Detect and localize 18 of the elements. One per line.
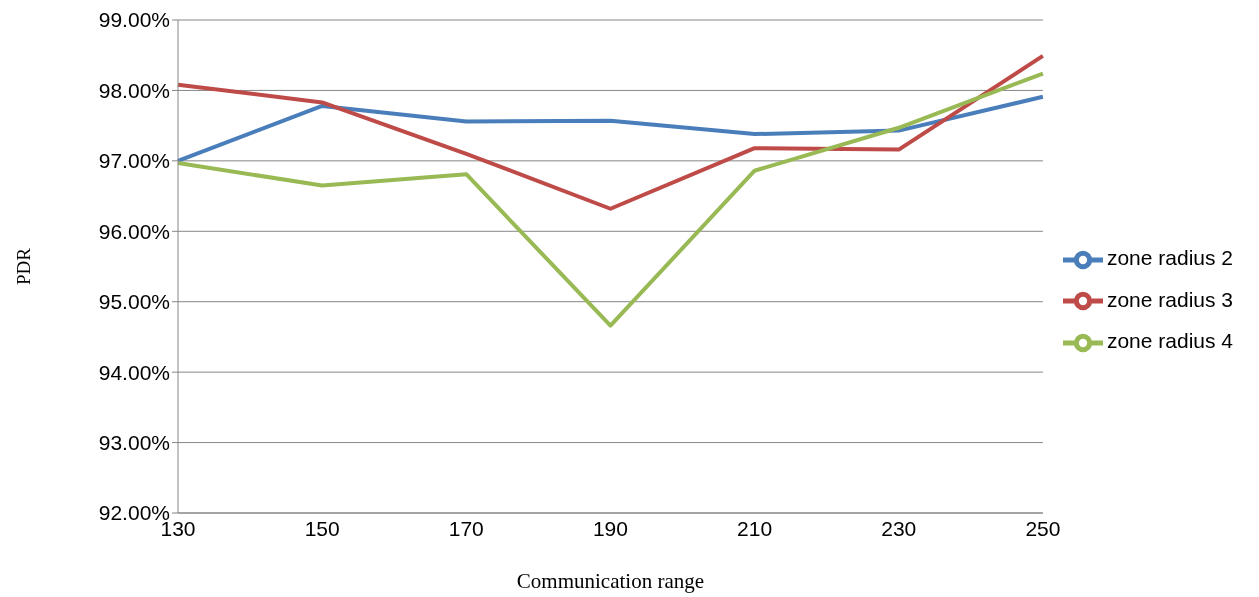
y-tick-label: 97.00% <box>98 149 170 173</box>
legend-label: zone radius 4 <box>1106 329 1233 353</box>
y-tick-label: 96.00% <box>98 219 170 243</box>
x-tick-label: 190 <box>592 516 628 540</box>
y-tick-label: 95.00% <box>98 290 170 314</box>
x-tick-label: 150 <box>304 516 340 540</box>
y-tick-label: 99.00% <box>98 8 170 32</box>
x-axis-title: Communication range <box>516 568 705 593</box>
x-tick-label: 170 <box>448 516 484 540</box>
legend-label: zone radius 3 <box>1106 287 1233 311</box>
y-tick-label: 98.00% <box>98 78 170 102</box>
x-tick-label: 230 <box>881 516 917 540</box>
x-tick-label: 210 <box>737 516 773 540</box>
legend-label: zone radius 2 <box>1106 246 1233 270</box>
y-tick-label: 94.00% <box>98 360 170 384</box>
y-tick-label: 93.00% <box>98 431 170 455</box>
x-tick-label: 250 <box>1025 516 1061 540</box>
y-axis-title: PDR <box>12 247 34 285</box>
